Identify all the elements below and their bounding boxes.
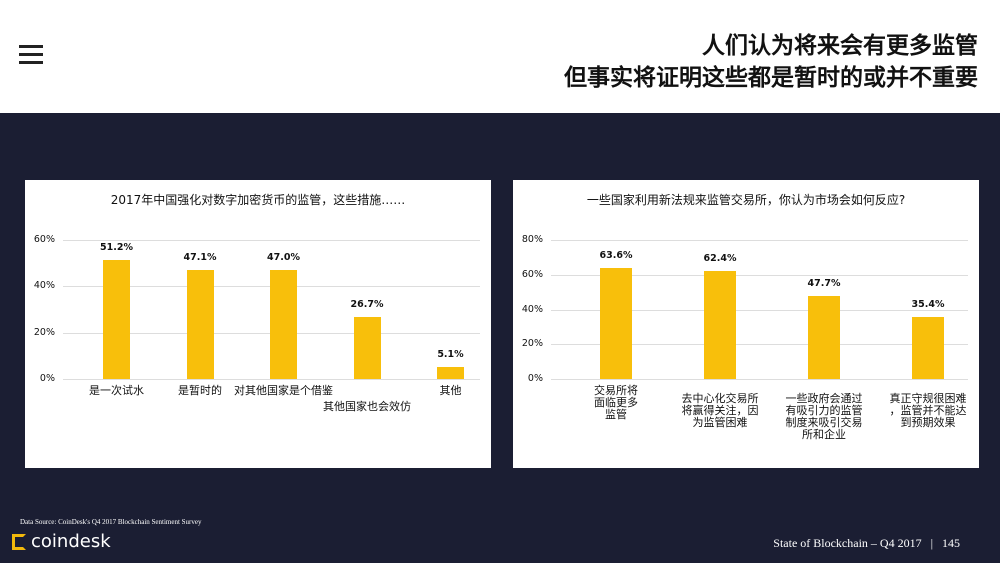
y-tick-label: 40%: [33, 280, 55, 292]
gridline: [551, 344, 968, 346]
data-label: 62.4%: [703, 252, 737, 264]
y-tick-label: 60%: [521, 268, 543, 280]
chart-title: 2017年中国强化对数字加密货币的监管，这些措施……: [110, 193, 406, 207]
header: 人们认为将来会有更多监管 但事实将证明这些都是暂时的或并不重要: [0, 0, 1000, 113]
bar: [808, 296, 840, 379]
category-label: 是暂时的: [178, 384, 222, 397]
bar: [600, 268, 632, 379]
category-label: 去中心化交易所 将赢得关注，因 为监管困难: [681, 392, 759, 429]
bar: [437, 367, 464, 379]
data-label: 47.1%: [183, 251, 217, 263]
bar: [912, 317, 944, 379]
data-label: 26.7%: [350, 299, 384, 311]
page-number: 145: [942, 536, 960, 550]
y-tick-label: 0%: [527, 373, 543, 384]
bar: [186, 269, 214, 379]
data-label: 47.0%: [267, 252, 300, 264]
bar: [103, 260, 130, 379]
data-label: 47.7%: [807, 278, 841, 290]
bar: [270, 270, 297, 379]
coindesk-logo: coindesk: [12, 531, 111, 552]
gridline: [551, 274, 968, 276]
y-tick-label: 40%: [521, 303, 543, 315]
category-label: 对其他国家是个借鉴: [234, 384, 333, 397]
category-label: 是一次试水: [89, 384, 144, 397]
gridline: [63, 379, 480, 380]
y-tick-label: 80%: [521, 234, 543, 245]
data-label: 51.2%: [100, 242, 133, 254]
chart-china-regulation: 2017年中国强化对数字加密货币的监管，这些措施…… 0% 20% 40% 60% 51…: [25, 180, 491, 468]
report-footer: State of Blockchain – Q4 2017 | 145: [773, 536, 960, 550]
title-line-1: 人们认为将来会有更多监管: [702, 33, 978, 59]
coindesk-logo-icon: [12, 533, 26, 550]
category-label: 一些政府会通过 有吸引力的监管 制度来吸引交易 所和企业: [785, 392, 863, 441]
category-label: 其他: [439, 384, 462, 397]
category-label: 真正守规很困难 ，监管并不能达 到预期效果: [889, 392, 967, 429]
gridline: [551, 309, 968, 311]
y-tick-label: 20%: [521, 338, 543, 350]
gridline: [551, 240, 968, 241]
page-title: 人们认为将来会有更多监管 但事实将证明这些都是暂时的或并不重要: [564, 30, 978, 94]
data-label: 63.6%: [599, 250, 633, 262]
chart-title: 一些国家利用新法规来监管交易所，你认为市场会如何反应?: [586, 193, 906, 207]
y-tick-label: 60%: [33, 234, 55, 245]
data-source: Data Source: CoinDesk's Q4 2017 Blockcha…: [20, 518, 202, 526]
data-label: 35.4%: [911, 299, 945, 311]
bar: [353, 317, 381, 379]
title-line-2: 但事实将证明这些都是暂时的或并不重要: [564, 65, 978, 91]
y-tick-label: 20%: [33, 326, 55, 338]
data-label: 5.1%: [437, 349, 464, 361]
category-label: 其他国家也会效仿: [323, 400, 411, 413]
gridline: [63, 240, 480, 241]
gridline: [551, 379, 968, 380]
menu-icon[interactable]: [19, 45, 43, 64]
chart-market-reaction: 一些国家利用新法规来监管交易所，你认为市场会如何反应? 0% 20% 40% 60% 8…: [513, 180, 979, 468]
category-label: 交易所将 面临更多 监管: [594, 384, 638, 421]
y-tick-label: 0%: [39, 373, 55, 384]
bar: [704, 270, 736, 379]
